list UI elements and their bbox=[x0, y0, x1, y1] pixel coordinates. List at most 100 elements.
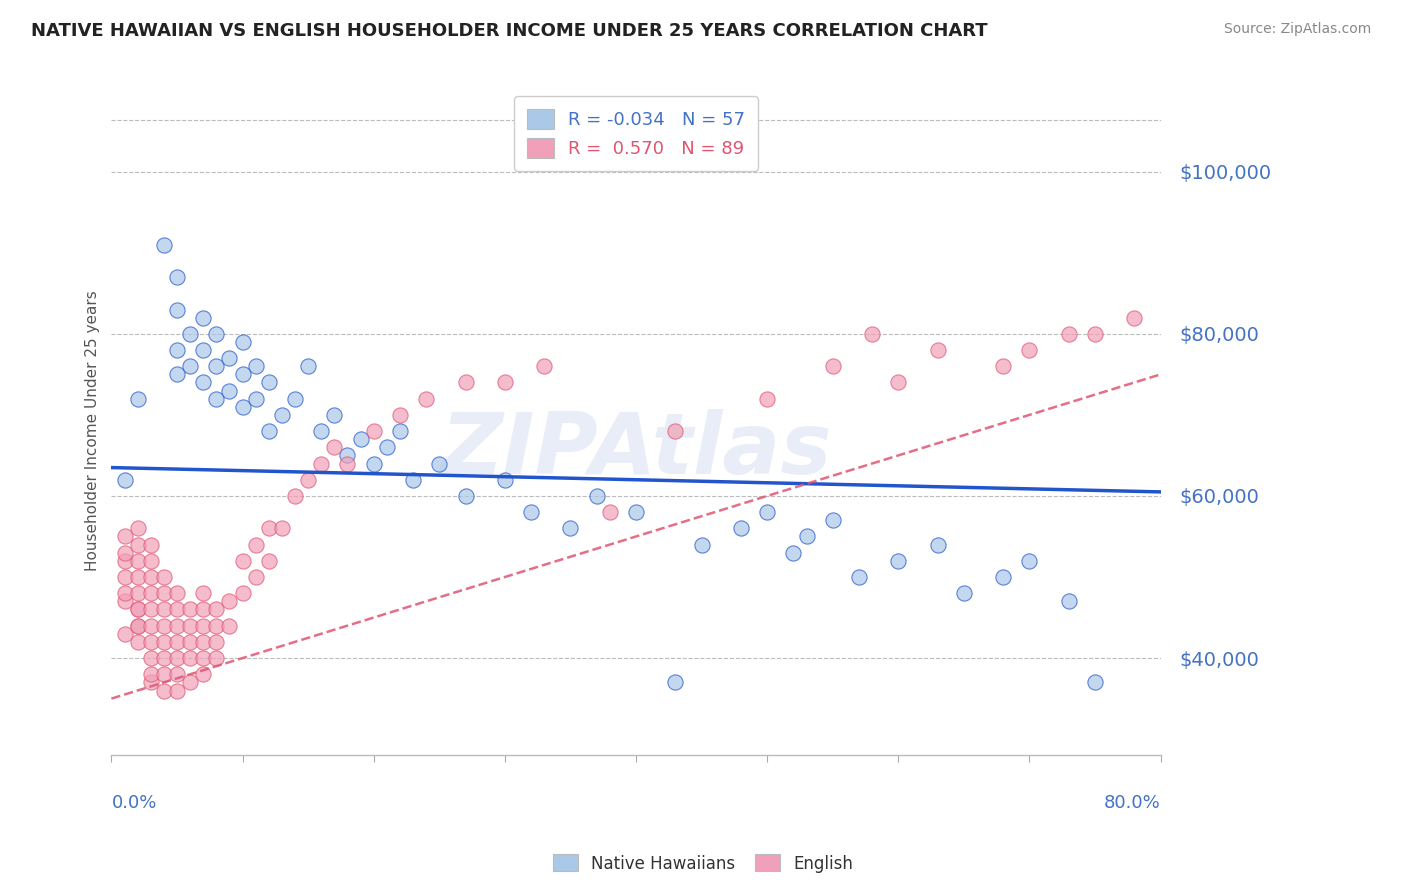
Point bbox=[153, 237, 176, 252]
Point bbox=[127, 392, 149, 406]
Point bbox=[402, 473, 425, 487]
Point bbox=[127, 554, 149, 568]
Point bbox=[139, 602, 162, 616]
Point bbox=[114, 529, 136, 543]
Point bbox=[179, 359, 201, 374]
Point bbox=[245, 538, 267, 552]
Point bbox=[205, 359, 228, 374]
Point bbox=[848, 570, 870, 584]
Point bbox=[114, 570, 136, 584]
Point bbox=[166, 302, 188, 317]
Point bbox=[114, 473, 136, 487]
Point bbox=[179, 326, 201, 341]
Point bbox=[257, 521, 280, 535]
Point bbox=[218, 384, 240, 398]
Point bbox=[284, 392, 307, 406]
Point bbox=[232, 400, 254, 414]
Point bbox=[323, 440, 346, 454]
Point bbox=[153, 635, 176, 649]
Point bbox=[454, 376, 477, 390]
Point bbox=[271, 521, 294, 535]
Point bbox=[245, 359, 267, 374]
Point bbox=[1123, 310, 1146, 325]
Point bbox=[114, 546, 136, 560]
Point bbox=[624, 505, 647, 519]
Point bbox=[127, 521, 149, 535]
Point bbox=[309, 424, 332, 438]
Text: ZIPAtlas: ZIPAtlas bbox=[440, 409, 832, 492]
Point bbox=[375, 440, 398, 454]
Point bbox=[756, 505, 779, 519]
Point bbox=[205, 635, 228, 649]
Point bbox=[127, 635, 149, 649]
Point bbox=[193, 651, 215, 665]
Point bbox=[193, 376, 215, 390]
Point bbox=[166, 667, 188, 681]
Point bbox=[1018, 343, 1040, 357]
Point bbox=[796, 529, 818, 543]
Point bbox=[139, 538, 162, 552]
Point bbox=[756, 392, 779, 406]
Point bbox=[323, 408, 346, 422]
Point bbox=[309, 457, 332, 471]
Point bbox=[193, 635, 215, 649]
Point bbox=[245, 392, 267, 406]
Point bbox=[271, 408, 294, 422]
Point bbox=[153, 667, 176, 681]
Point bbox=[297, 473, 319, 487]
Point bbox=[363, 424, 385, 438]
Point bbox=[114, 554, 136, 568]
Point bbox=[585, 489, 607, 503]
Point bbox=[127, 618, 149, 632]
Point bbox=[257, 424, 280, 438]
Point bbox=[139, 586, 162, 600]
Point bbox=[336, 449, 359, 463]
Point bbox=[127, 602, 149, 616]
Point bbox=[153, 570, 176, 584]
Point bbox=[153, 602, 176, 616]
Point bbox=[127, 602, 149, 616]
Point bbox=[415, 392, 437, 406]
Point bbox=[193, 618, 215, 632]
Point bbox=[218, 618, 240, 632]
Point bbox=[690, 538, 713, 552]
Point bbox=[127, 586, 149, 600]
Point bbox=[166, 635, 188, 649]
Point bbox=[427, 457, 450, 471]
Point bbox=[232, 368, 254, 382]
Point bbox=[114, 586, 136, 600]
Point bbox=[232, 554, 254, 568]
Point bbox=[821, 359, 844, 374]
Point bbox=[193, 310, 215, 325]
Point bbox=[205, 651, 228, 665]
Point bbox=[1018, 554, 1040, 568]
Point bbox=[127, 538, 149, 552]
Point bbox=[232, 586, 254, 600]
Point bbox=[153, 586, 176, 600]
Point bbox=[664, 424, 686, 438]
Point bbox=[730, 521, 752, 535]
Point bbox=[388, 424, 411, 438]
Point bbox=[953, 586, 976, 600]
Point bbox=[139, 635, 162, 649]
Point bbox=[179, 651, 201, 665]
Point bbox=[257, 554, 280, 568]
Point bbox=[179, 635, 201, 649]
Point bbox=[533, 359, 555, 374]
Point bbox=[599, 505, 621, 519]
Point bbox=[179, 675, 201, 690]
Text: Source: ZipAtlas.com: Source: ZipAtlas.com bbox=[1223, 22, 1371, 37]
Point bbox=[1057, 326, 1080, 341]
Point bbox=[166, 651, 188, 665]
Text: 80.0%: 80.0% bbox=[1104, 794, 1160, 813]
Point bbox=[257, 376, 280, 390]
Point bbox=[114, 594, 136, 608]
Point bbox=[821, 513, 844, 527]
Point bbox=[166, 683, 188, 698]
Point bbox=[494, 376, 516, 390]
Point bbox=[179, 618, 201, 632]
Point bbox=[139, 618, 162, 632]
Point bbox=[193, 602, 215, 616]
Point bbox=[336, 457, 359, 471]
Text: 0.0%: 0.0% bbox=[111, 794, 157, 813]
